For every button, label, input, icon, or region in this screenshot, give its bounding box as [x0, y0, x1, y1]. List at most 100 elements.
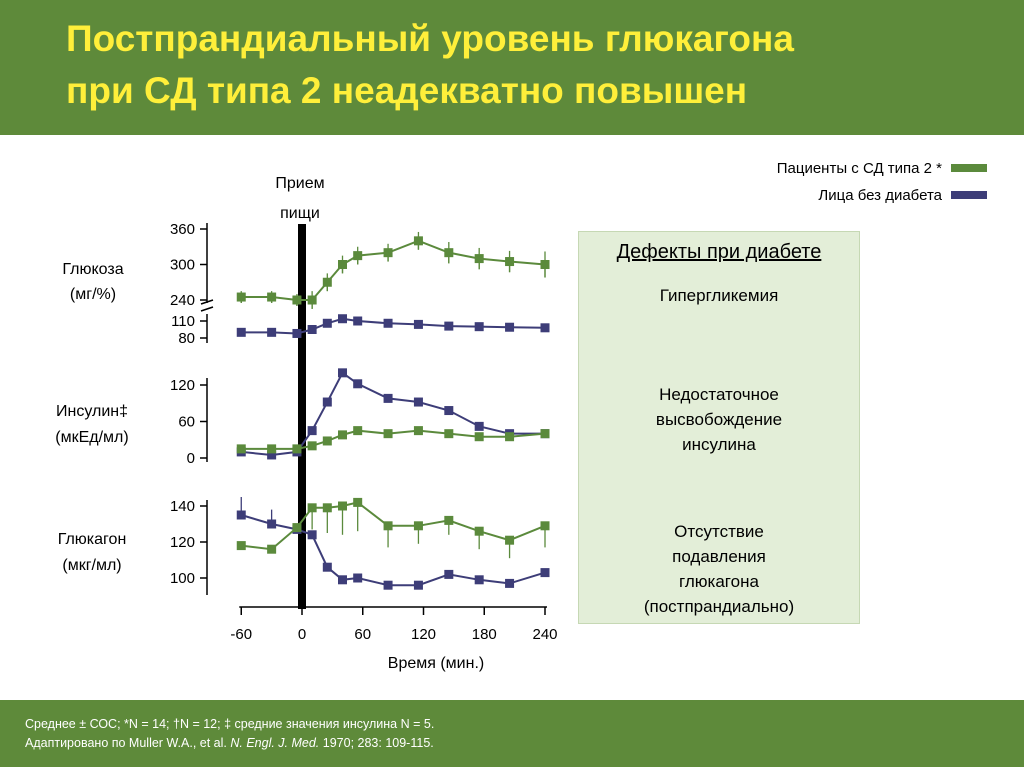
glucose-healthy-point: [505, 322, 515, 332]
glucagon-healthy-point: [267, 519, 277, 529]
glucagon-healthy-point: [540, 568, 550, 578]
glucagon-y-label-line2: (мкг/мл): [62, 557, 121, 574]
glucagon-t2d-point: [540, 521, 550, 531]
glucose-y-tick-label: 300: [170, 257, 195, 274]
glucagon-t2d-line: [241, 501, 546, 551]
defects-title: Дефекты при диабете: [616, 241, 822, 263]
glucose-healthy-point: [444, 321, 454, 331]
footer-citation: Адаптировано по Muller W.A., et al. N. E…: [25, 736, 434, 750]
insulin-healthy-point: [413, 397, 423, 407]
glucagon-healthy-point: [322, 562, 332, 572]
insulin-t2d-point: [307, 441, 317, 451]
insulin-t2d-point: [413, 426, 423, 436]
glucagon-t2d-point: [236, 541, 246, 551]
glucagon-t2d-point: [383, 521, 393, 531]
insulin-t2d-point: [474, 432, 484, 442]
glucose-healthy-point: [307, 325, 317, 334]
x-tick-label: -60: [230, 626, 252, 643]
glucagon-t2d-point: [307, 503, 317, 513]
insulin-t2d-point: [322, 436, 332, 446]
glucagon-healthy-point: [236, 510, 246, 520]
slide-footer: Среднее ± СОС; *N = 14; †N = 12; ‡ средн…: [0, 700, 1024, 767]
insulin-t2d-line: [241, 429, 546, 450]
glucose-y-tick-label: 80: [178, 330, 195, 347]
citation-suffix: 1970; 283: 109-115.: [319, 736, 434, 750]
glucagon-t2d-point: [505, 535, 515, 545]
x-tick-label: 120: [411, 626, 436, 643]
footer-note: Среднее ± СОС; *N = 14; †N = 12; ‡ средн…: [25, 717, 435, 731]
glucagon-y-label-line1: Глюкагон: [58, 531, 127, 548]
glucagon-t2d-point: [267, 544, 277, 554]
glucose-y-tick-label: 110: [171, 313, 195, 330]
glucagon-healthy-point: [338, 575, 347, 585]
glucose-healthy-point: [474, 322, 484, 332]
defects-box: Дефекты при диабете Гипергликемия Недост…: [578, 231, 860, 624]
glucose-axis-break: [200, 306, 214, 312]
glucagon-healthy-point: [353, 573, 363, 583]
insulin-t2d-point: [292, 444, 302, 454]
insulin-t2d-point: [267, 444, 277, 454]
insulin-t2d-point: [505, 432, 515, 442]
glucagon-y-tick-label: 120: [170, 534, 195, 551]
glucagon-healthy-point: [413, 580, 423, 590]
glucagon-y-tick-label: 140: [170, 498, 195, 515]
insulin-y-label-line2: (мкЕд/мл): [55, 429, 128, 446]
glucose-healthy-point: [236, 327, 246, 337]
meal-label-line1: Прием: [275, 175, 324, 192]
glucagon-t2d-point: [322, 503, 332, 513]
defect-insulin-release: Недостаточное высвобождение инсулина: [655, 385, 783, 454]
glucose-healthy-point: [540, 323, 550, 333]
glucagon-t2d-point: [353, 497, 363, 507]
glucagon-healthy-point: [383, 580, 393, 590]
glucose-healthy-point: [383, 318, 393, 328]
x-tick-label: 180: [472, 626, 497, 643]
glucose-y-label-line1: Глюкоза: [62, 261, 123, 278]
insulin-healthy-point: [322, 397, 332, 407]
glucagon-t2d-point: [444, 515, 454, 525]
glucose-healthy-point: [292, 328, 302, 338]
glucagon-t2d-point: [338, 501, 347, 511]
glucose-insulin-glucagon-chart: -60 0 60 120 180 240 Время (мин.) Прием пищи Паци…: [55, 160, 987, 672]
glucagon-healthy-point: [474, 575, 484, 585]
glucose-healthy-point: [338, 314, 347, 324]
slide-title-line1: Постпрандиальный уровень глюкагона: [66, 18, 794, 59]
slide-header: Постпрандиальный уровень глюкагона при С…: [0, 0, 1024, 135]
glucagon-healthy-point: [505, 578, 515, 588]
x-tick-label: 60: [354, 626, 371, 643]
citation-journal: N. Engl. J. Med.: [230, 736, 320, 750]
glucagon-healthy-point: [444, 569, 454, 579]
glucose-axis-break: [200, 299, 214, 305]
insulin-y-tick-label: 120: [170, 377, 195, 394]
glucose-y-label-line2: (мг/%): [70, 286, 116, 303]
insulin-healthy-point: [307, 426, 317, 436]
glucagon-t2d-point: [413, 521, 423, 531]
insulin-healthy-point: [474, 421, 484, 431]
insulin-healthy-point: [353, 379, 363, 389]
x-tick-label: 240: [532, 626, 557, 643]
insulin-healthy-point: [338, 368, 347, 378]
legend-label-healthy: Лица без диабета: [818, 187, 942, 204]
legend-swatch-t2d: [951, 164, 987, 172]
legend-swatch-healthy: [951, 191, 987, 199]
citation-prefix: Адаптировано по Muller W.A., et al.: [25, 736, 231, 750]
insulin-healthy-point: [267, 450, 277, 460]
slide-title-line2: при СД типа 2 неадекватно повышен: [66, 70, 748, 111]
insulin-y-tick-label: 0: [187, 450, 195, 467]
glucose-healthy-point: [267, 327, 277, 337]
insulin-healthy-point: [383, 393, 393, 403]
insulin-y-tick-label: 60: [178, 414, 195, 431]
glucagon-healthy-point: [307, 530, 317, 540]
glucose-t2d-line: [241, 239, 546, 301]
glucose-y-tick-label: 240: [170, 292, 195, 309]
defect-glucagon-suppression: Отсутствие подавления глюкагона (постпра…: [643, 522, 795, 616]
defect-hyperglycemia: Гипергликемия: [659, 286, 779, 305]
glucose-healthy-point: [353, 316, 363, 326]
glucose-healthy-point: [322, 318, 332, 328]
x-tick-label: 0: [298, 626, 306, 643]
glucagon-t2d-point: [292, 523, 302, 533]
glucagon-t2d-point: [474, 526, 484, 536]
insulin-t2d-point: [444, 429, 454, 439]
insulin-t2d-point: [383, 429, 393, 439]
insulin-y-label-line1: Инсулин‡: [56, 403, 128, 420]
insulin-t2d-point: [338, 430, 347, 440]
